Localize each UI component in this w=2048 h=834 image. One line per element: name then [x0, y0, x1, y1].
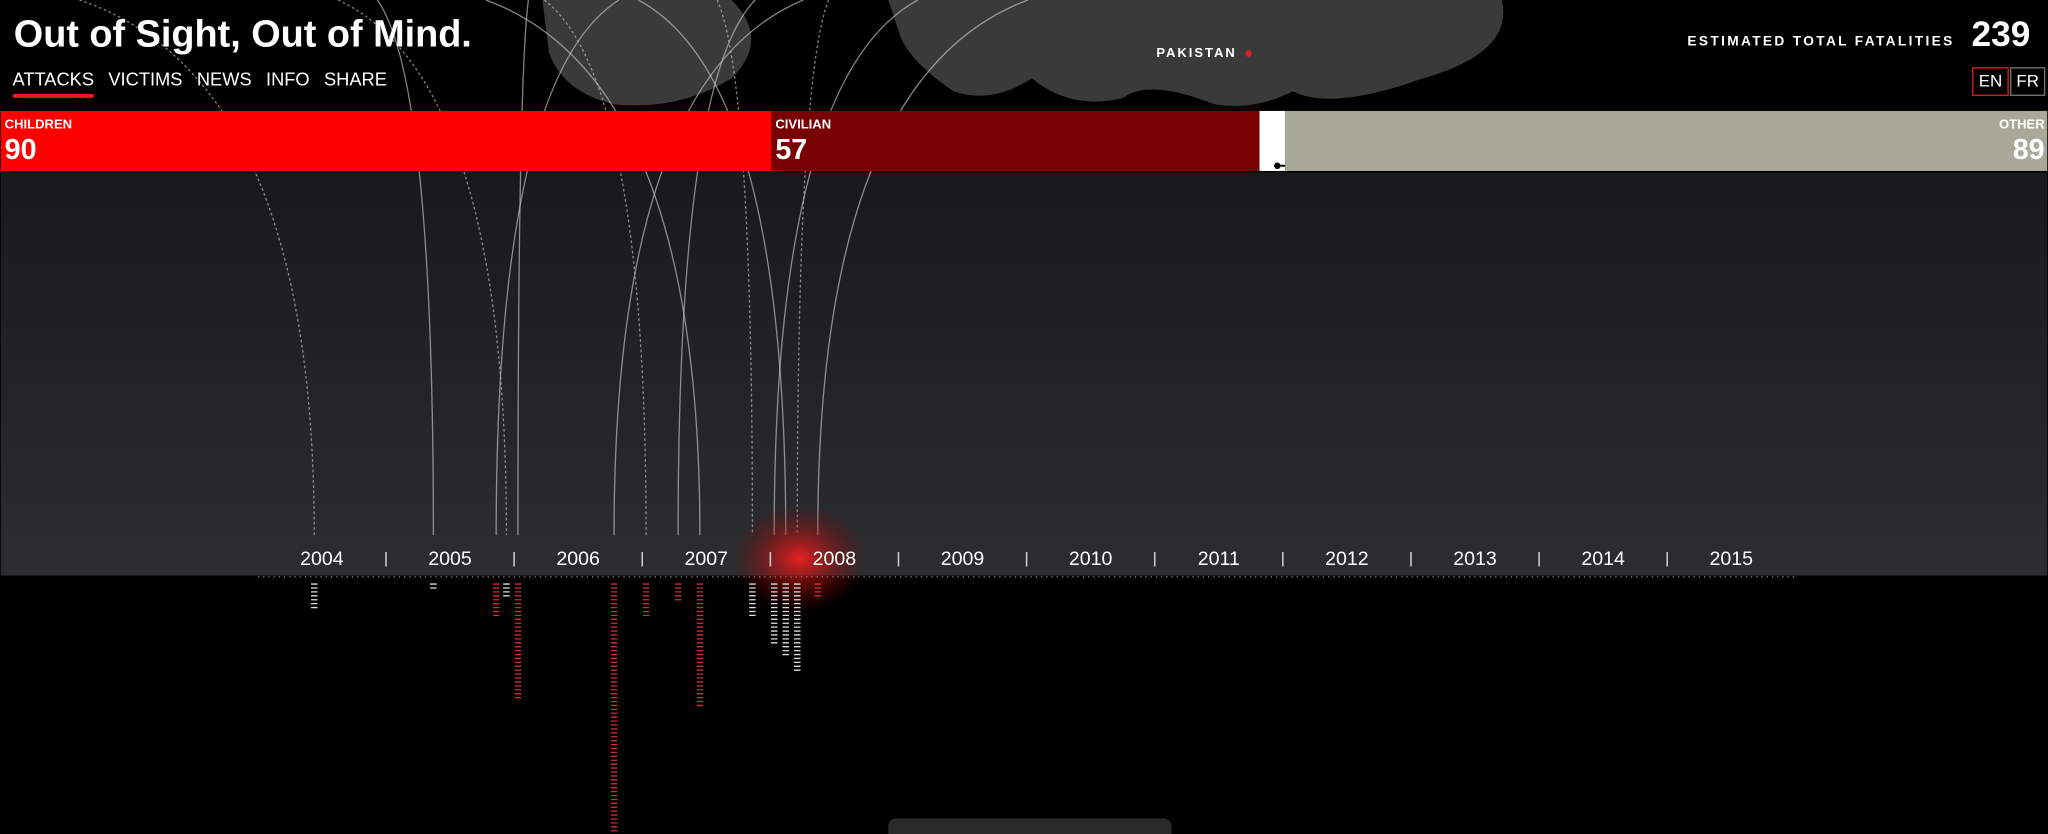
category-value[interactable]: 57	[775, 134, 807, 166]
strike-arc	[485, 0, 701, 536]
strike-arc	[613, 0, 804, 536]
year-label[interactable]: 2007	[685, 548, 729, 570]
value-dot	[1274, 162, 1281, 170]
nav-link[interactable]: SHARE	[324, 69, 387, 90]
category-label[interactable]: CHILDREN	[5, 117, 72, 132]
lang-button[interactable]	[2010, 67, 2046, 96]
category-label[interactable]: CIVILIAN	[775, 117, 831, 132]
scroll-handle[interactable]	[888, 818, 1172, 834]
category-value[interactable]: 90	[5, 134, 37, 166]
category-segment[interactable]	[771, 110, 1260, 171]
total-value: 239	[1972, 15, 2031, 54]
nav-link[interactable]: NEWS	[197, 69, 252, 90]
world-map	[542, 0, 1504, 107]
strike-arc	[716, 0, 754, 536]
category-label[interactable]: OTHER	[1999, 117, 2045, 132]
lang-button[interactable]	[1972, 67, 2009, 96]
year-label[interactable]: 2013	[1453, 548, 1497, 570]
year-label[interactable]: 2005	[428, 548, 472, 570]
category-segment[interactable]	[1259, 110, 1286, 171]
map-label: PAKISTAN	[1156, 45, 1236, 60]
map-marker	[1245, 50, 1252, 57]
year-label[interactable]: 2012	[1325, 548, 1369, 570]
strike-arc	[773, 0, 919, 536]
nav: ATTACKS VICTIMS NEWS INFO SHARE	[12, 69, 387, 98]
year-label[interactable]: 2009	[941, 548, 985, 570]
strike-arc	[79, 0, 315, 536]
category-segment[interactable]	[1285, 110, 2048, 171]
current-year-glow	[731, 503, 868, 614]
year-label[interactable]: 2014	[1581, 548, 1625, 570]
year-label[interactable]: 2004	[300, 548, 344, 570]
strike-arc	[495, 0, 620, 536]
lang-label[interactable]: EN	[1979, 72, 2003, 91]
year-label[interactable]: 2008	[813, 548, 857, 570]
nav-link[interactable]: INFO	[266, 69, 310, 90]
strike-arc	[637, 0, 787, 536]
year-label[interactable]: 2011	[1198, 548, 1240, 570]
strike-arc	[817, 0, 1029, 536]
strike-arc	[677, 0, 756, 536]
nav-link[interactable]: VICTIMS	[108, 69, 182, 90]
year-label[interactable]: 2015	[1710, 548, 1754, 570]
nav-underline	[12, 93, 95, 98]
category-bar: CHILDREN90CIVILIAN57HIGH PROFILE3OTHER89	[0, 110, 2048, 171]
strike-arc	[796, 0, 830, 536]
year-label[interactable]: 2010	[1069, 548, 1113, 570]
timeline-panel	[0, 172, 2048, 576]
year-label[interactable]: 2006	[556, 548, 600, 570]
lang-label[interactable]: FR	[2016, 72, 2039, 91]
strike-arc	[376, 0, 435, 536]
nav-link[interactable]: ATTACKS	[12, 69, 94, 90]
category-segment[interactable]	[0, 110, 772, 171]
title: Out of Sight, Out of Mind.	[14, 14, 472, 56]
category-value[interactable]: 89	[2013, 134, 2045, 166]
arcs	[79, 0, 1029, 536]
strike-arc	[337, 0, 508, 536]
total-label: ESTIMATED TOTAL FATALITIES	[1687, 33, 1954, 48]
strike-arc	[517, 0, 530, 536]
